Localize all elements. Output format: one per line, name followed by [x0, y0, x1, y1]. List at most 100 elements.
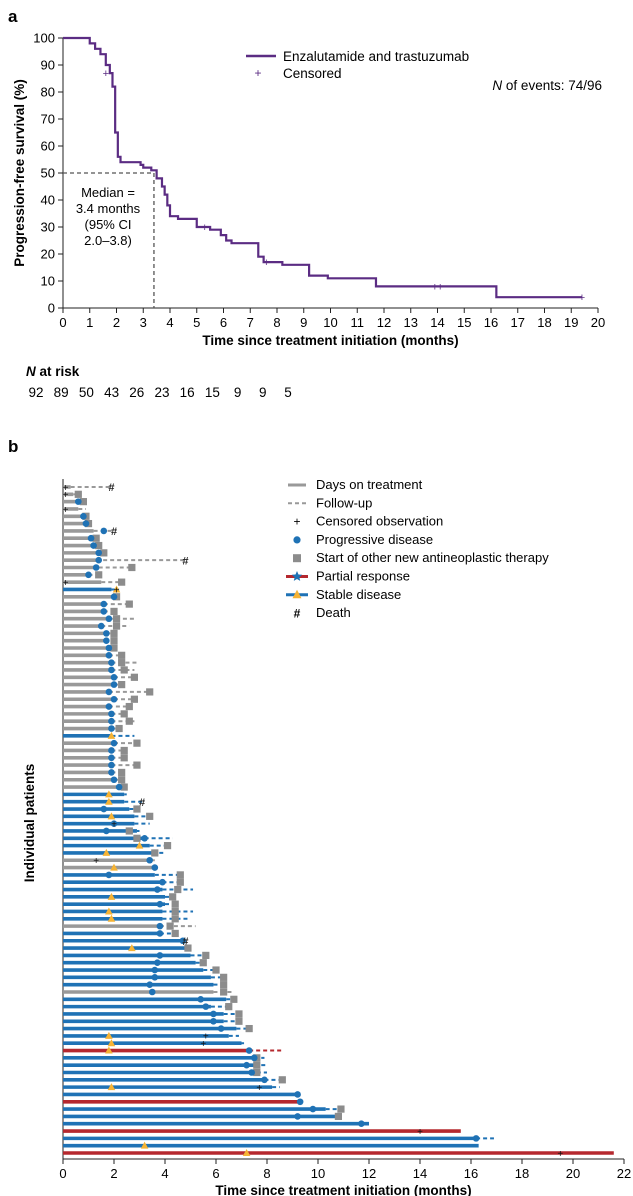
patient-row: + [63, 1127, 461, 1138]
patient-row [63, 615, 135, 623]
patient-row [63, 783, 128, 791]
patient-row [63, 1112, 342, 1121]
progressive-disease-marker [97, 622, 105, 630]
new-therapy-marker [235, 1017, 243, 1025]
patient-row [63, 1135, 494, 1142]
patient-row [63, 688, 154, 696]
progressive-disease-marker [110, 673, 118, 681]
patient-row [63, 593, 121, 601]
stable-disease-marker [105, 797, 113, 805]
progressive-disease-marker [148, 988, 156, 996]
censored-marker: + [63, 490, 69, 501]
new-therapy-marker [92, 534, 100, 542]
patient-row [63, 914, 188, 923]
progressive-disease-marker [103, 630, 110, 637]
stable-disease-marker [107, 731, 116, 739]
x-tick-label: 1 [86, 315, 93, 330]
progressive-disease-marker [110, 739, 118, 747]
km-legend: Enzalutamide and trastuzumab + Censored … [246, 49, 602, 93]
patient-row [63, 959, 207, 967]
new-therapy-marker [128, 563, 136, 572]
stable-disease-marker [110, 863, 118, 871]
progressive-disease-marker [82, 520, 90, 527]
stable-disease-marker [140, 1141, 149, 1149]
progressive-disease-marker [217, 1025, 225, 1032]
progressive-disease-marker [100, 600, 108, 608]
patient-row [63, 549, 108, 557]
new-therapy-marker [184, 944, 192, 952]
progressive-disease-marker [110, 695, 118, 703]
x-axis-label: Time since treatment initiation (months) [215, 1183, 471, 1196]
patient-row [63, 776, 126, 784]
stable-disease-marker [107, 1083, 116, 1091]
patient-row [63, 892, 177, 901]
new-therapy-marker [133, 739, 141, 747]
new-therapy-marker [220, 988, 228, 996]
new-therapy-marker [133, 834, 141, 842]
censored-marker: + [200, 1039, 206, 1050]
progressive-disease-marker [243, 1061, 250, 1069]
new-therapy-marker [120, 754, 128, 762]
y-tick-label: 60 [41, 139, 55, 154]
patient-row [63, 1003, 233, 1011]
progressive-disease-marker [197, 996, 204, 1003]
progressive-disease-marker [179, 937, 187, 945]
patient-row: # [63, 797, 145, 809]
x-axis-label: Time since treatment initiation (months) [202, 333, 458, 348]
patient-row [63, 1010, 243, 1018]
x-tick-label: 14 [413, 1166, 427, 1181]
progressive-disease-marker [105, 703, 113, 710]
patient-row [63, 922, 196, 930]
swimmer-rows: + #++##++#++#+++++ [63, 482, 614, 1160]
progressive-disease-marker [108, 761, 115, 769]
median-line-2: 3.4 months [76, 201, 141, 216]
new-therapy-marker [146, 688, 154, 696]
x-tick-label: 2 [113, 315, 120, 330]
censored-mark: + [579, 292, 585, 304]
patient-row [63, 1046, 283, 1054]
x-tick-label: 18 [515, 1166, 529, 1181]
new-therapy-marker [230, 995, 238, 1003]
y-tick-label: 70 [41, 112, 55, 127]
patient-row [63, 637, 118, 645]
patient-row [63, 966, 220, 974]
progressive-disease-marker [108, 710, 115, 718]
death-marker: # [182, 936, 188, 948]
progressive-disease-marker [146, 856, 153, 864]
patient-row [63, 666, 135, 674]
progressive-disease-marker [294, 1091, 301, 1098]
patient-row: + [63, 1032, 239, 1043]
new-therapy-marker [118, 768, 126, 777]
patient-row: # [63, 526, 117, 538]
stable-disease-marker [107, 892, 116, 900]
patient-row [63, 827, 140, 835]
patient-row [63, 629, 118, 637]
x-tick-label: 11 [351, 315, 365, 330]
x-tick-label: 8 [263, 1166, 270, 1181]
legend-label: Follow-up [316, 495, 372, 510]
x-tick-label: 12 [362, 1166, 376, 1181]
legend-censored-label: Censored [283, 66, 342, 81]
progressive-disease-marker [108, 754, 115, 762]
at-risk-value: 9 [234, 385, 242, 400]
new-therapy-marker [110, 629, 118, 637]
patient-row [63, 988, 234, 996]
censored-mark: + [437, 281, 443, 293]
at-risk-value: 23 [154, 385, 169, 400]
patient-row [63, 512, 90, 520]
progressive-disease-marker [100, 608, 108, 615]
progressive-disease-marker [108, 659, 115, 666]
progressive-disease-marker [151, 966, 159, 974]
legend-label: Days on treatment [316, 477, 423, 492]
new-therapy-marker [169, 893, 177, 901]
new-therapy-marker [110, 637, 118, 645]
patient-row [63, 973, 228, 981]
progressive-disease-marker [245, 1047, 253, 1054]
y-tick-label: 80 [41, 85, 55, 100]
median-dashed-line [63, 172, 155, 308]
events-count: N of events: 74/96 [492, 78, 602, 93]
x-tick-label: 10 [311, 1166, 325, 1181]
stable-disease-marker [105, 790, 113, 798]
